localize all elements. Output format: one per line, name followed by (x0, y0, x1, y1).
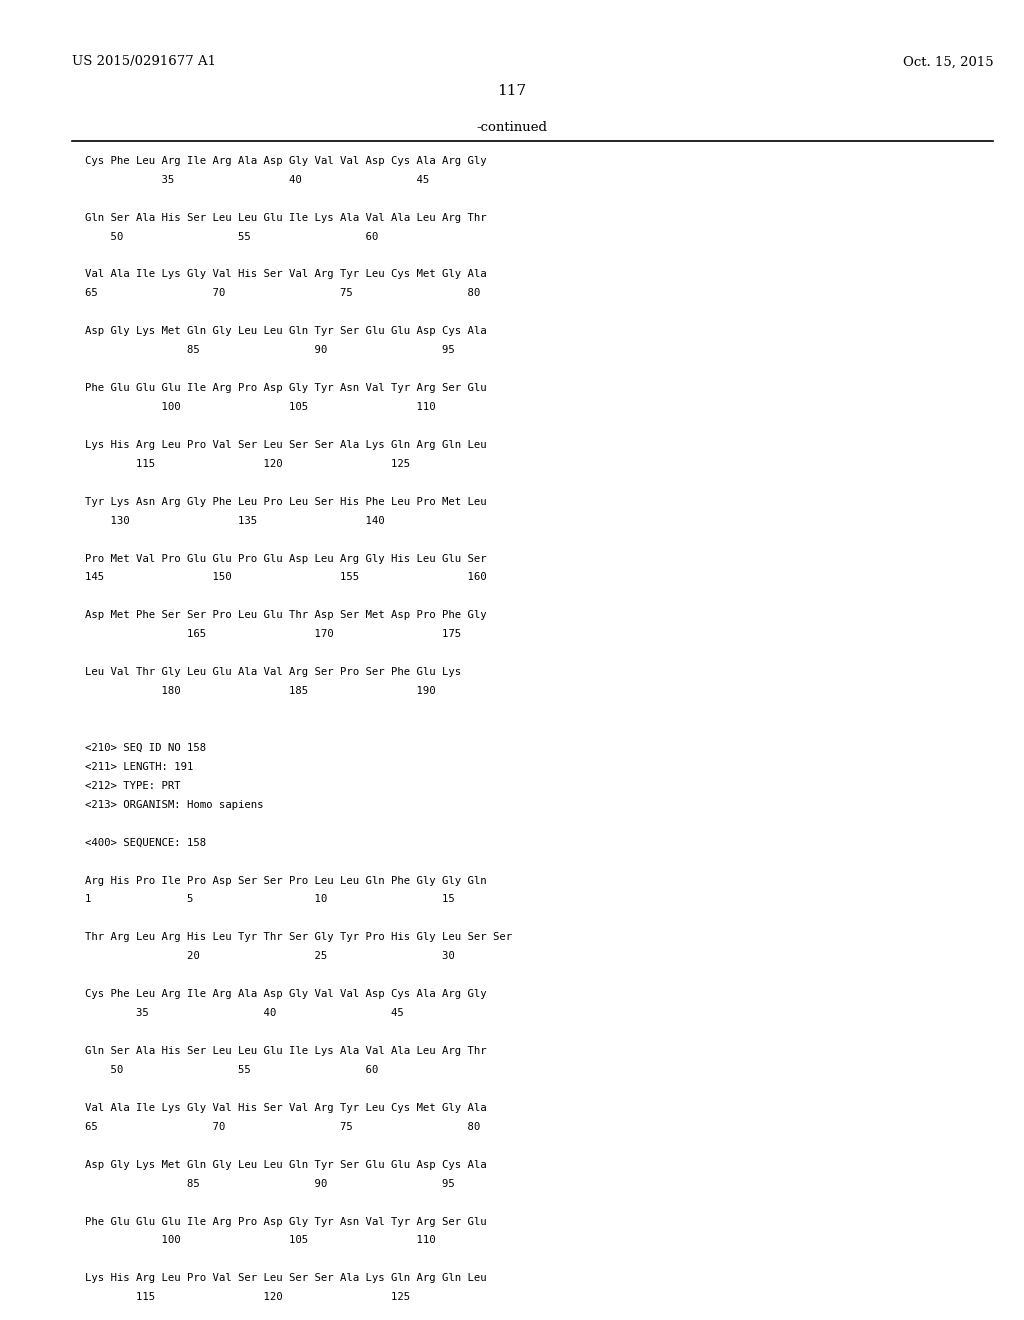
Text: <213> ORGANISM: Homo sapiens: <213> ORGANISM: Homo sapiens (85, 800, 263, 809)
Text: Arg His Pro Ile Pro Asp Ser Ser Pro Leu Leu Gln Phe Gly Gly Gln: Arg His Pro Ile Pro Asp Ser Ser Pro Leu … (85, 875, 486, 886)
Text: 85                  90                  95: 85 90 95 (85, 1179, 455, 1188)
Text: 35                  40                  45: 35 40 45 (85, 1008, 403, 1018)
Text: Gln Ser Ala His Ser Leu Leu Glu Ile Lys Ala Val Ala Leu Arg Thr: Gln Ser Ala His Ser Leu Leu Glu Ile Lys … (85, 213, 486, 223)
Text: Asp Met Phe Ser Ser Pro Leu Glu Thr Asp Ser Met Asp Pro Phe Gly: Asp Met Phe Ser Ser Pro Leu Glu Thr Asp … (85, 610, 486, 620)
Text: Tyr Lys Asn Arg Gly Phe Leu Pro Leu Ser His Phe Leu Pro Met Leu: Tyr Lys Asn Arg Gly Phe Leu Pro Leu Ser … (85, 496, 486, 507)
Text: 50                  55                  60: 50 55 60 (85, 231, 378, 242)
Text: 180                 185                 190: 180 185 190 (85, 686, 435, 696)
Text: 1               5                   10                  15: 1 5 10 15 (85, 895, 455, 904)
Text: 65                  70                  75                  80: 65 70 75 80 (85, 288, 480, 298)
Text: <400> SEQUENCE: 158: <400> SEQUENCE: 158 (85, 838, 206, 847)
Text: Cys Phe Leu Arg Ile Arg Ala Asp Gly Val Val Asp Cys Ala Arg Gly: Cys Phe Leu Arg Ile Arg Ala Asp Gly Val … (85, 989, 486, 999)
Text: 130                 135                 140: 130 135 140 (85, 516, 385, 525)
Text: 85                  90                  95: 85 90 95 (85, 345, 455, 355)
Text: 117: 117 (498, 84, 526, 99)
Text: 50                  55                  60: 50 55 60 (85, 1065, 378, 1074)
Text: US 2015/0291677 A1: US 2015/0291677 A1 (72, 55, 216, 69)
Text: 115                 120                 125: 115 120 125 (85, 459, 411, 469)
Text: <210> SEQ ID NO 158: <210> SEQ ID NO 158 (85, 743, 206, 752)
Text: Val Ala Ile Lys Gly Val His Ser Val Arg Tyr Leu Cys Met Gly Ala: Val Ala Ile Lys Gly Val His Ser Val Arg … (85, 269, 486, 280)
Text: 100                 105                 110: 100 105 110 (85, 1236, 435, 1246)
Text: Oct. 15, 2015: Oct. 15, 2015 (902, 55, 993, 69)
Text: <211> LENGTH: 191: <211> LENGTH: 191 (85, 762, 194, 772)
Text: Thr Arg Leu Arg His Leu Tyr Thr Ser Gly Tyr Pro His Gly Leu Ser Ser: Thr Arg Leu Arg His Leu Tyr Thr Ser Gly … (85, 932, 512, 942)
Text: Gln Ser Ala His Ser Leu Leu Glu Ile Lys Ala Val Ala Leu Arg Thr: Gln Ser Ala His Ser Leu Leu Glu Ile Lys … (85, 1045, 486, 1056)
Text: 165                 170                 175: 165 170 175 (85, 630, 461, 639)
Text: Lys His Arg Leu Pro Val Ser Leu Ser Ser Ala Lys Gln Arg Gln Leu: Lys His Arg Leu Pro Val Ser Leu Ser Ser … (85, 440, 486, 450)
Text: 35                  40                  45: 35 40 45 (85, 174, 429, 185)
Text: Lys His Arg Leu Pro Val Ser Leu Ser Ser Ala Lys Gln Arg Gln Leu: Lys His Arg Leu Pro Val Ser Leu Ser Ser … (85, 1274, 486, 1283)
Text: Leu Val Thr Gly Leu Glu Ala Val Arg Ser Pro Ser Phe Glu Lys: Leu Val Thr Gly Leu Glu Ala Val Arg Ser … (85, 667, 461, 677)
Text: 65                  70                  75                  80: 65 70 75 80 (85, 1122, 480, 1131)
Text: -continued: -continued (476, 121, 548, 135)
Text: 145                 150                 155                 160: 145 150 155 160 (85, 573, 486, 582)
Text: Phe Glu Glu Glu Ile Arg Pro Asp Gly Tyr Asn Val Tyr Arg Ser Glu: Phe Glu Glu Glu Ile Arg Pro Asp Gly Tyr … (85, 383, 486, 393)
Text: 100                 105                 110: 100 105 110 (85, 403, 435, 412)
Text: Asp Gly Lys Met Gln Gly Leu Leu Gln Tyr Ser Glu Glu Asp Cys Ala: Asp Gly Lys Met Gln Gly Leu Leu Gln Tyr … (85, 1160, 486, 1170)
Text: Pro Met Val Pro Glu Glu Pro Glu Asp Leu Arg Gly His Leu Glu Ser: Pro Met Val Pro Glu Glu Pro Glu Asp Leu … (85, 553, 486, 564)
Text: Val Ala Ile Lys Gly Val His Ser Val Arg Tyr Leu Cys Met Gly Ala: Val Ala Ile Lys Gly Val His Ser Val Arg … (85, 1104, 486, 1113)
Text: Cys Phe Leu Arg Ile Arg Ala Asp Gly Val Val Asp Cys Ala Arg Gly: Cys Phe Leu Arg Ile Arg Ala Asp Gly Val … (85, 156, 486, 166)
Text: 20                  25                  30: 20 25 30 (85, 952, 455, 961)
Text: 115                 120                 125: 115 120 125 (85, 1292, 411, 1303)
Text: <212> TYPE: PRT: <212> TYPE: PRT (85, 781, 180, 791)
Text: Phe Glu Glu Glu Ile Arg Pro Asp Gly Tyr Asn Val Tyr Arg Ser Glu: Phe Glu Glu Glu Ile Arg Pro Asp Gly Tyr … (85, 1217, 486, 1226)
Text: Asp Gly Lys Met Gln Gly Leu Leu Gln Tyr Ser Glu Glu Asp Cys Ala: Asp Gly Lys Met Gln Gly Leu Leu Gln Tyr … (85, 326, 486, 337)
